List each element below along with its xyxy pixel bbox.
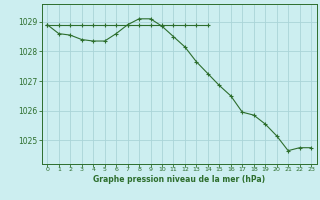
X-axis label: Graphe pression niveau de la mer (hPa): Graphe pression niveau de la mer (hPa)	[93, 175, 265, 184]
